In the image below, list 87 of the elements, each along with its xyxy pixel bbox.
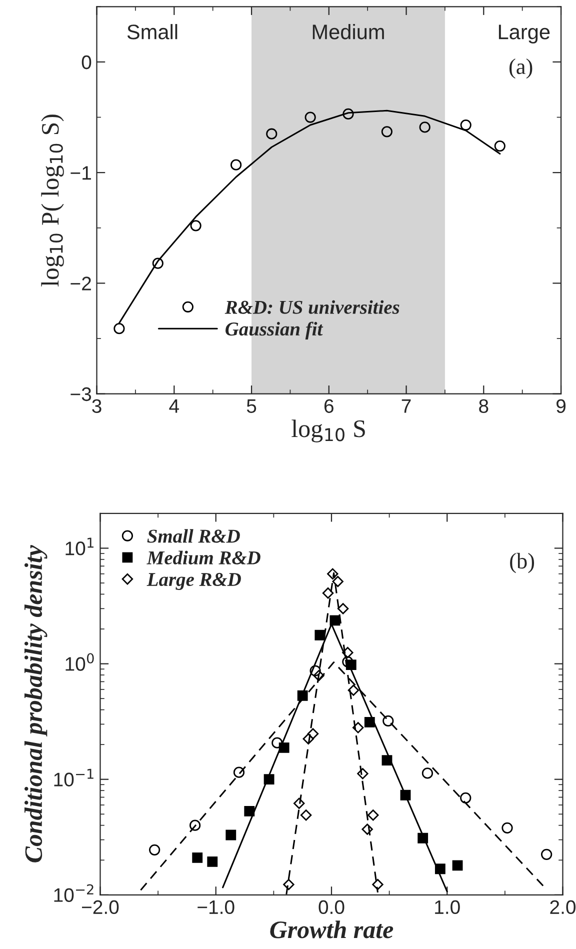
point bbox=[330, 615, 340, 626]
annotation: (a) bbox=[509, 58, 532, 79]
point bbox=[266, 128, 278, 140]
point bbox=[304, 112, 316, 123]
point bbox=[342, 108, 354, 120]
point bbox=[294, 798, 305, 809]
x-tick-label: 4 bbox=[169, 399, 179, 413]
legend-label: Large R&D bbox=[146, 572, 241, 590]
y-tick-label: −2 bbox=[70, 276, 91, 290]
point bbox=[207, 856, 218, 867]
point bbox=[460, 119, 472, 131]
annotation: Large bbox=[498, 24, 550, 44]
x-tick-label: 2.0 bbox=[550, 900, 576, 914]
y-tick-label: 0 bbox=[82, 55, 92, 70]
x-tick-label: −2.0 bbox=[82, 900, 119, 914]
x-tick-label: 5 bbox=[246, 399, 256, 413]
point bbox=[382, 755, 392, 766]
point bbox=[310, 665, 321, 676]
point bbox=[332, 576, 344, 588]
x-tick-label: 8 bbox=[479, 399, 488, 413]
point bbox=[342, 646, 354, 658]
legend-label: R&D: US universities bbox=[224, 300, 400, 314]
point bbox=[327, 568, 338, 580]
point bbox=[322, 587, 334, 599]
point bbox=[264, 774, 274, 785]
point bbox=[362, 824, 373, 835]
point bbox=[313, 670, 324, 682]
y-tick-label: 10$^{−2}$ bbox=[54, 884, 94, 902]
point bbox=[307, 728, 319, 740]
point bbox=[541, 848, 552, 860]
y-tick-label: 10$^{−1}$ bbox=[54, 768, 94, 786]
x-tick-label: 6 bbox=[324, 399, 334, 413]
x-axis-title: log$_{10}$ S bbox=[292, 420, 365, 442]
point bbox=[381, 126, 392, 138]
y-tick-label: 10$^{0}$ bbox=[66, 653, 94, 671]
point bbox=[283, 878, 294, 890]
x-tick-label: −1.0 bbox=[198, 900, 234, 914]
annotation: (b) bbox=[510, 552, 534, 574]
x-tick-label: 9 bbox=[556, 399, 566, 413]
point bbox=[364, 717, 375, 728]
point bbox=[502, 822, 513, 834]
annotation: Small bbox=[127, 24, 178, 40]
point bbox=[348, 684, 360, 696]
point bbox=[114, 323, 125, 334]
point bbox=[372, 878, 384, 890]
x-tick-label: 7 bbox=[402, 399, 411, 413]
y-axis-title: log$_{10}$ P( log$_{10}$ S) bbox=[41, 114, 64, 286]
legend-label: Medium R&D bbox=[146, 550, 260, 564]
point bbox=[452, 860, 463, 871]
point bbox=[418, 832, 428, 844]
point bbox=[314, 630, 326, 640]
point bbox=[460, 792, 472, 804]
point bbox=[272, 737, 283, 748]
point bbox=[337, 603, 349, 614]
point bbox=[189, 820, 201, 831]
point bbox=[297, 690, 308, 701]
point bbox=[302, 733, 314, 744]
x-tick-label: 3 bbox=[92, 399, 102, 413]
y-tick-label: −1 bbox=[70, 166, 91, 180]
point bbox=[357, 768, 368, 780]
point bbox=[278, 742, 290, 753]
x-tick-label: 0.0 bbox=[318, 900, 344, 914]
point bbox=[152, 258, 164, 269]
x-tick-label: 1.0 bbox=[435, 900, 460, 914]
point bbox=[300, 810, 312, 821]
point bbox=[434, 864, 446, 874]
point bbox=[382, 715, 394, 727]
point bbox=[422, 768, 434, 779]
band-label: Medium bbox=[312, 24, 384, 40]
point bbox=[352, 722, 364, 734]
legend-label: Small R&D bbox=[147, 529, 240, 543]
point bbox=[494, 140, 506, 152]
point bbox=[149, 844, 160, 856]
point bbox=[190, 220, 202, 232]
point bbox=[244, 806, 255, 816]
y-axis-title: Conditional probability density bbox=[24, 545, 48, 862]
x-axis-title: Growth rate bbox=[270, 920, 394, 938]
y-tick-label: 10$^{1}$ bbox=[66, 538, 94, 556]
point bbox=[368, 810, 379, 821]
point bbox=[400, 790, 411, 800]
point bbox=[233, 766, 245, 778]
point bbox=[226, 830, 236, 840]
point bbox=[230, 159, 242, 170]
legend-label: Gaussian fit bbox=[226, 322, 324, 340]
y-tick-label: −3 bbox=[70, 387, 92, 402]
point bbox=[419, 122, 430, 133]
point bbox=[192, 852, 203, 863]
